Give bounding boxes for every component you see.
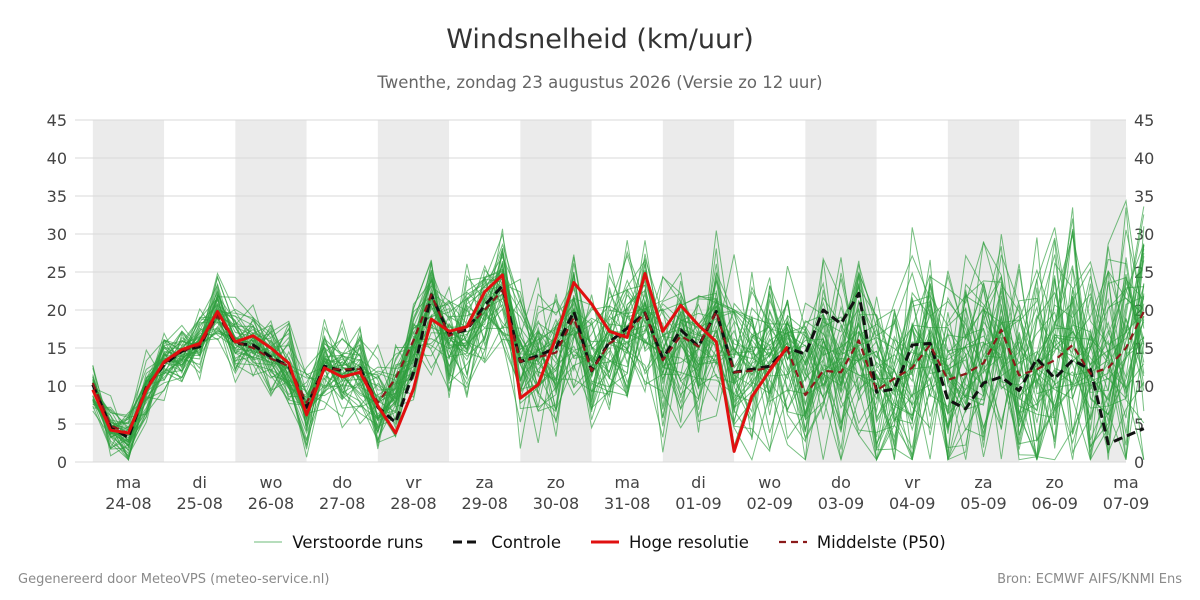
- x-tick-date: 28-08: [390, 494, 437, 513]
- x-tick-weekday: wo: [260, 473, 283, 492]
- y-tick-label-right: 45: [1134, 111, 1154, 130]
- y-tick-label-left: 10: [47, 377, 67, 396]
- x-tick-weekday: wo: [758, 473, 781, 492]
- legend: Verstoorde runs Controle Hoge resolutie …: [0, 528, 1200, 556]
- day-band: [662, 120, 735, 462]
- ensemble-member-line: [92, 237, 1145, 450]
- x-tick-date: 07-09: [1103, 494, 1150, 513]
- x-tick-weekday: za: [476, 473, 494, 492]
- y-tick-label-left: 45: [47, 111, 67, 130]
- ensemble-member-line: [92, 252, 1145, 461]
- legend-label-ensemble: Verstoorde runs: [292, 532, 424, 552]
- x-tick-date: 26-08: [248, 494, 295, 513]
- legend-item-hires[interactable]: Hoge resolutie: [590, 532, 749, 552]
- legend-item-ensemble[interactable]: Verstoorde runs: [254, 533, 423, 552]
- x-tick-date: 05-09: [960, 494, 1007, 513]
- legend-swatch-control: [453, 540, 482, 544]
- day-band: [377, 120, 450, 462]
- x-tick-weekday: do: [831, 473, 851, 492]
- y-tick-label-left: 30: [47, 225, 67, 244]
- legend-swatch-median: [778, 540, 807, 544]
- x-tick-date: 03-09: [818, 494, 865, 513]
- x-tick-date: 31-08: [604, 494, 651, 513]
- legend-swatch-ensemble: [254, 541, 283, 543]
- x-tick-date: 24-08: [105, 494, 152, 513]
- y-tick-label-right: 35: [1134, 187, 1154, 206]
- ensemble-member-line: [92, 254, 1145, 461]
- x-tick-weekday: za: [974, 473, 992, 492]
- x-tick-weekday: ma: [116, 473, 141, 492]
- y-tick-label-right: 0: [1134, 453, 1144, 472]
- y-tick-label-left: 0: [57, 453, 67, 472]
- x-tick-date: 04-09: [889, 494, 936, 513]
- x-tick-weekday: zo: [1046, 473, 1064, 492]
- x-tick-date: 25-08: [176, 494, 223, 513]
- ensemble-member-line: [92, 199, 1145, 462]
- x-tick-weekday: vr: [904, 473, 920, 492]
- x-tick-weekday: zo: [547, 473, 565, 492]
- y-tick-label-left: 5: [57, 415, 67, 434]
- footer-source: Bron: ECMWF AIFS/KNMI Ens: [997, 572, 1182, 587]
- x-tick-weekday: di: [192, 473, 207, 492]
- legend-item-control[interactable]: Controle: [453, 533, 561, 552]
- ensemble-member-line: [92, 235, 1145, 459]
- legend-item-median[interactable]: Middelste (P50): [778, 532, 946, 552]
- legend-swatch-hires: [590, 540, 619, 544]
- footer-credit: Gegenereerd door MeteoVPS (meteo-service…: [18, 572, 330, 587]
- legend-label-control: Controle: [491, 532, 561, 552]
- ensemble-member-line: [92, 248, 1145, 448]
- x-tick-weekday: do: [332, 473, 352, 492]
- chart-subtitle: Twenthe, zondag 23 augustus 2026 (Versie…: [377, 73, 823, 92]
- y-tick-label-left: 35: [47, 187, 67, 206]
- ensemble-member-line: [92, 207, 1145, 460]
- legend-label-median: Middelste (P50): [816, 532, 946, 552]
- ensemble-member-line: [92, 259, 1145, 457]
- legend-label-hires: Hoge resolutie: [628, 532, 749, 552]
- x-tick-weekday: vr: [405, 473, 421, 492]
- y-tick-label-left: 40: [47, 149, 67, 168]
- x-tick-date: 02-09: [746, 494, 793, 513]
- x-tick-weekday: di: [691, 473, 706, 492]
- x-tick-date: 06-09: [1031, 494, 1078, 513]
- x-tick-date: 27-08: [319, 494, 366, 513]
- x-tick-date: 30-08: [533, 494, 580, 513]
- x-tick-date: 29-08: [461, 494, 508, 513]
- y-tick-label-left: 25: [47, 263, 67, 282]
- y-tick-label-left: 15: [47, 339, 67, 358]
- x-tick-date: 01-09: [675, 494, 722, 513]
- ensemble-member-line: [92, 283, 1145, 460]
- y-tick-label-left: 20: [47, 301, 67, 320]
- chart-title: Windsnelheid (km/uur): [446, 24, 754, 55]
- hires-series-line: [91, 272, 789, 453]
- ensemble-member-line: [92, 243, 1145, 447]
- y-tick-label-right: 40: [1134, 149, 1154, 168]
- x-tick-weekday: ma: [1113, 473, 1138, 492]
- y-tick-label-right: 10: [1134, 377, 1154, 396]
- ensemble-member-line: [92, 231, 1145, 460]
- ensemble-member-line: [92, 269, 1145, 446]
- x-tick-weekday: ma: [615, 473, 640, 492]
